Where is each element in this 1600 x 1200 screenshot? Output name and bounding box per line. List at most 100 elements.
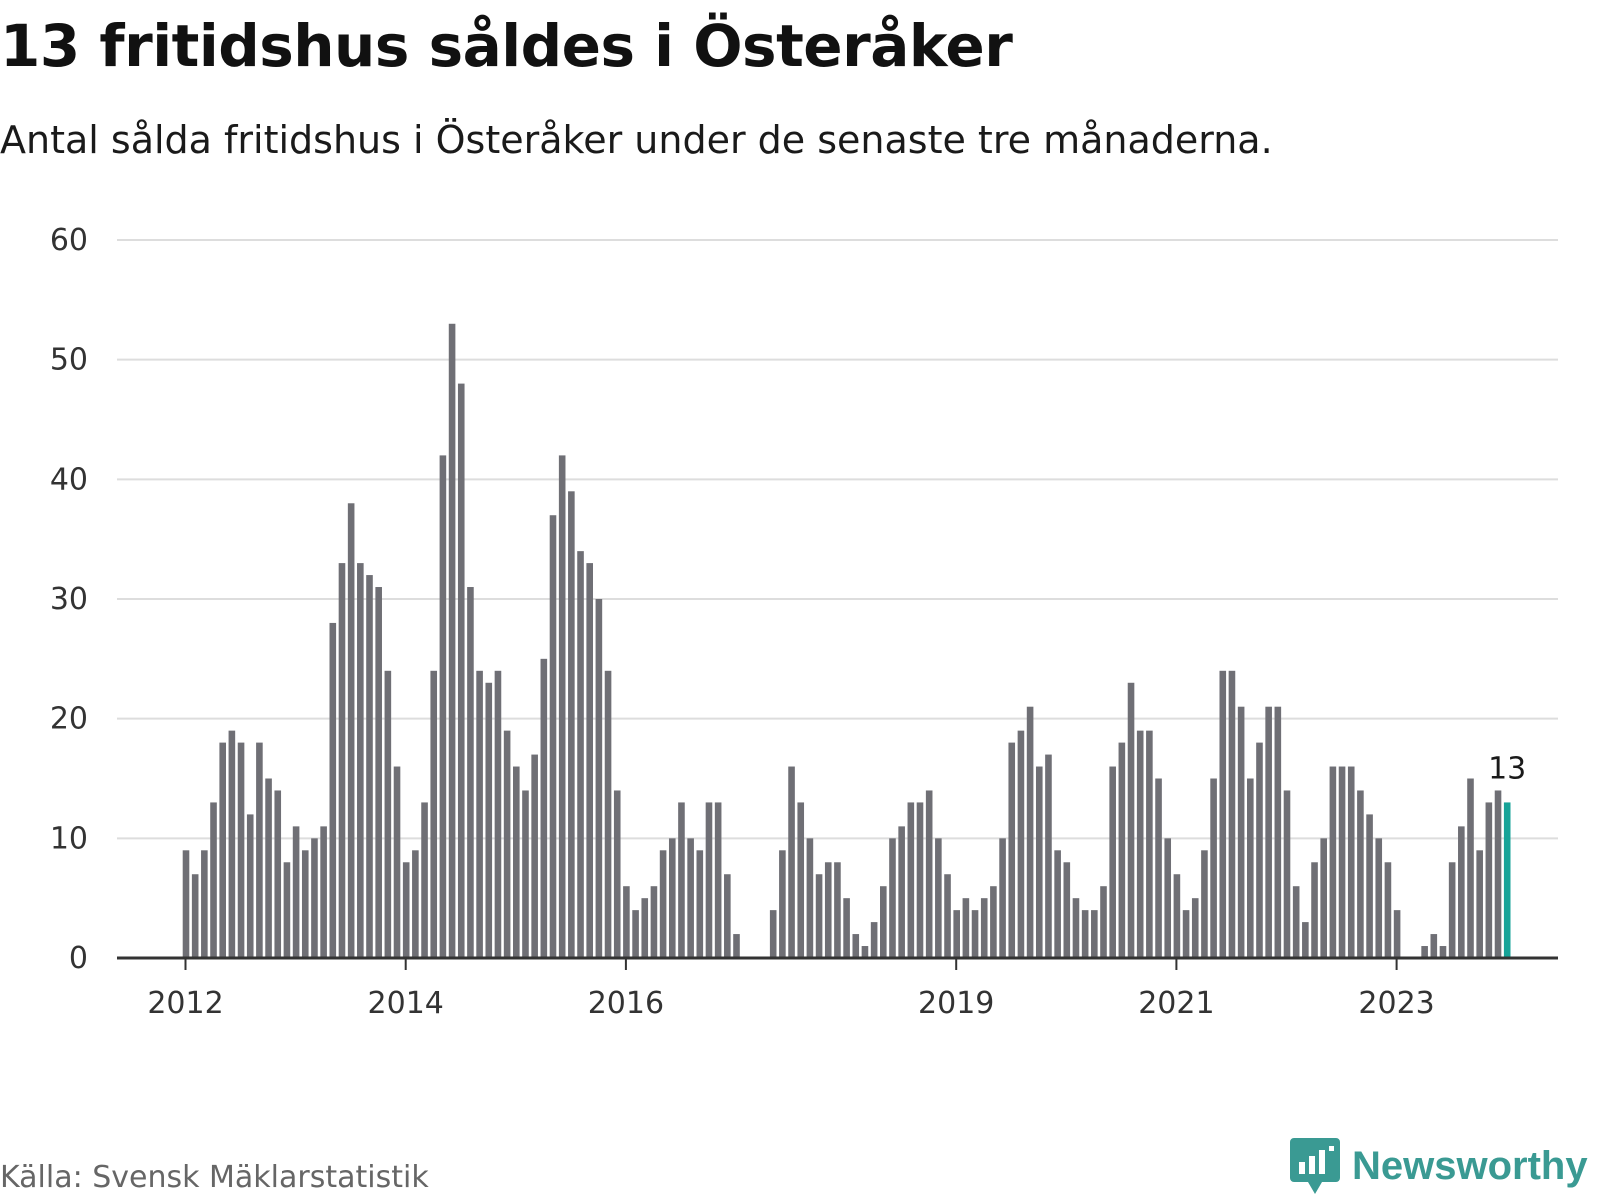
latest-value-label: 13 [1488,751,1526,786]
bar [347,503,355,958]
bar [696,850,704,958]
bar [1201,850,1208,958]
bar [1476,850,1483,958]
bar [1439,946,1447,958]
bar [1375,838,1383,958]
bar [944,874,951,958]
bar [1063,862,1071,958]
bar [1026,706,1034,958]
bar [916,802,924,958]
bar [999,838,1006,958]
bar [1109,766,1116,958]
bar [834,862,841,958]
bar [971,910,979,958]
bar [366,575,373,958]
bar [1054,850,1061,958]
bar [1338,766,1346,958]
x-tick-label: 2016 [588,986,664,1021]
bar [191,874,199,958]
bars [182,323,1511,959]
chart-title: 13 fritidshus såldes i Österåker [0,12,1013,80]
bar [779,850,786,958]
bar [1237,706,1245,958]
brand-name: Newsworthy [1352,1143,1588,1188]
bar [980,898,988,958]
x-axis-ticks: 2012 2014 2016 2019 2021 2023 [147,958,1435,1021]
bar [1035,766,1043,958]
bar [990,886,997,958]
bar [1228,670,1236,958]
bar [1256,742,1263,958]
y-tick-label: 10 [50,821,88,856]
x-tick-label: 2021 [1138,986,1214,1021]
bar [733,934,740,958]
bar [1173,874,1181,958]
bar [1311,862,1318,958]
bar [357,563,364,958]
bar [1458,826,1465,958]
bar [678,802,685,958]
bar [687,838,694,958]
bar [962,898,970,958]
bar [925,790,933,958]
bar [265,778,272,958]
bar [852,934,860,958]
bar [1366,814,1373,958]
bar [1247,778,1254,958]
bar [568,491,575,958]
bar [558,455,566,958]
bar [1265,706,1272,958]
bar-highlight [1503,802,1511,958]
x-tick-label: 2012 [147,986,223,1021]
y-tick-label: 30 [50,582,88,617]
bar [421,802,428,958]
bar [898,826,905,958]
bar [806,838,814,958]
bar [320,826,327,958]
y-tick-label: 60 [50,223,88,258]
bar [623,886,630,958]
bar [402,862,410,958]
bar [201,850,208,958]
bar [256,742,263,958]
bar [1072,898,1080,958]
brand-logo[interactable]: Newsworthy [1290,1138,1588,1194]
bar [613,790,621,958]
bar [448,323,456,958]
bar [1091,910,1098,958]
data-labels: 13 [1488,751,1526,786]
bar [439,455,447,958]
bar [1155,778,1162,958]
bar [668,838,676,958]
source-credit: Källa: Svensk Mäklarstatistik [0,1160,429,1195]
y-tick-label: 50 [50,343,88,378]
bar [210,802,217,958]
bar [1357,790,1364,958]
bar [880,886,887,958]
bar [476,670,483,958]
bar [338,563,346,958]
bar [632,910,639,958]
bar [1393,910,1401,958]
bar [1302,922,1309,958]
bar [604,670,612,958]
bar [329,622,337,958]
y-axis-ticks: 0 10 20 30 40 50 60 [50,223,88,976]
bar [1017,730,1025,958]
x-tick-label: 2019 [918,986,994,1021]
bar [1045,754,1052,958]
bar [586,563,593,958]
bar [1485,802,1493,958]
bar [769,910,777,958]
bar [1008,742,1016,958]
bar [1494,790,1502,958]
bar [659,850,667,958]
bar [311,838,318,958]
bar [1191,898,1199,958]
bar [788,766,795,958]
y-tick-label: 0 [69,941,88,976]
bar [1146,730,1153,958]
bar [824,862,832,958]
bar [705,802,713,958]
